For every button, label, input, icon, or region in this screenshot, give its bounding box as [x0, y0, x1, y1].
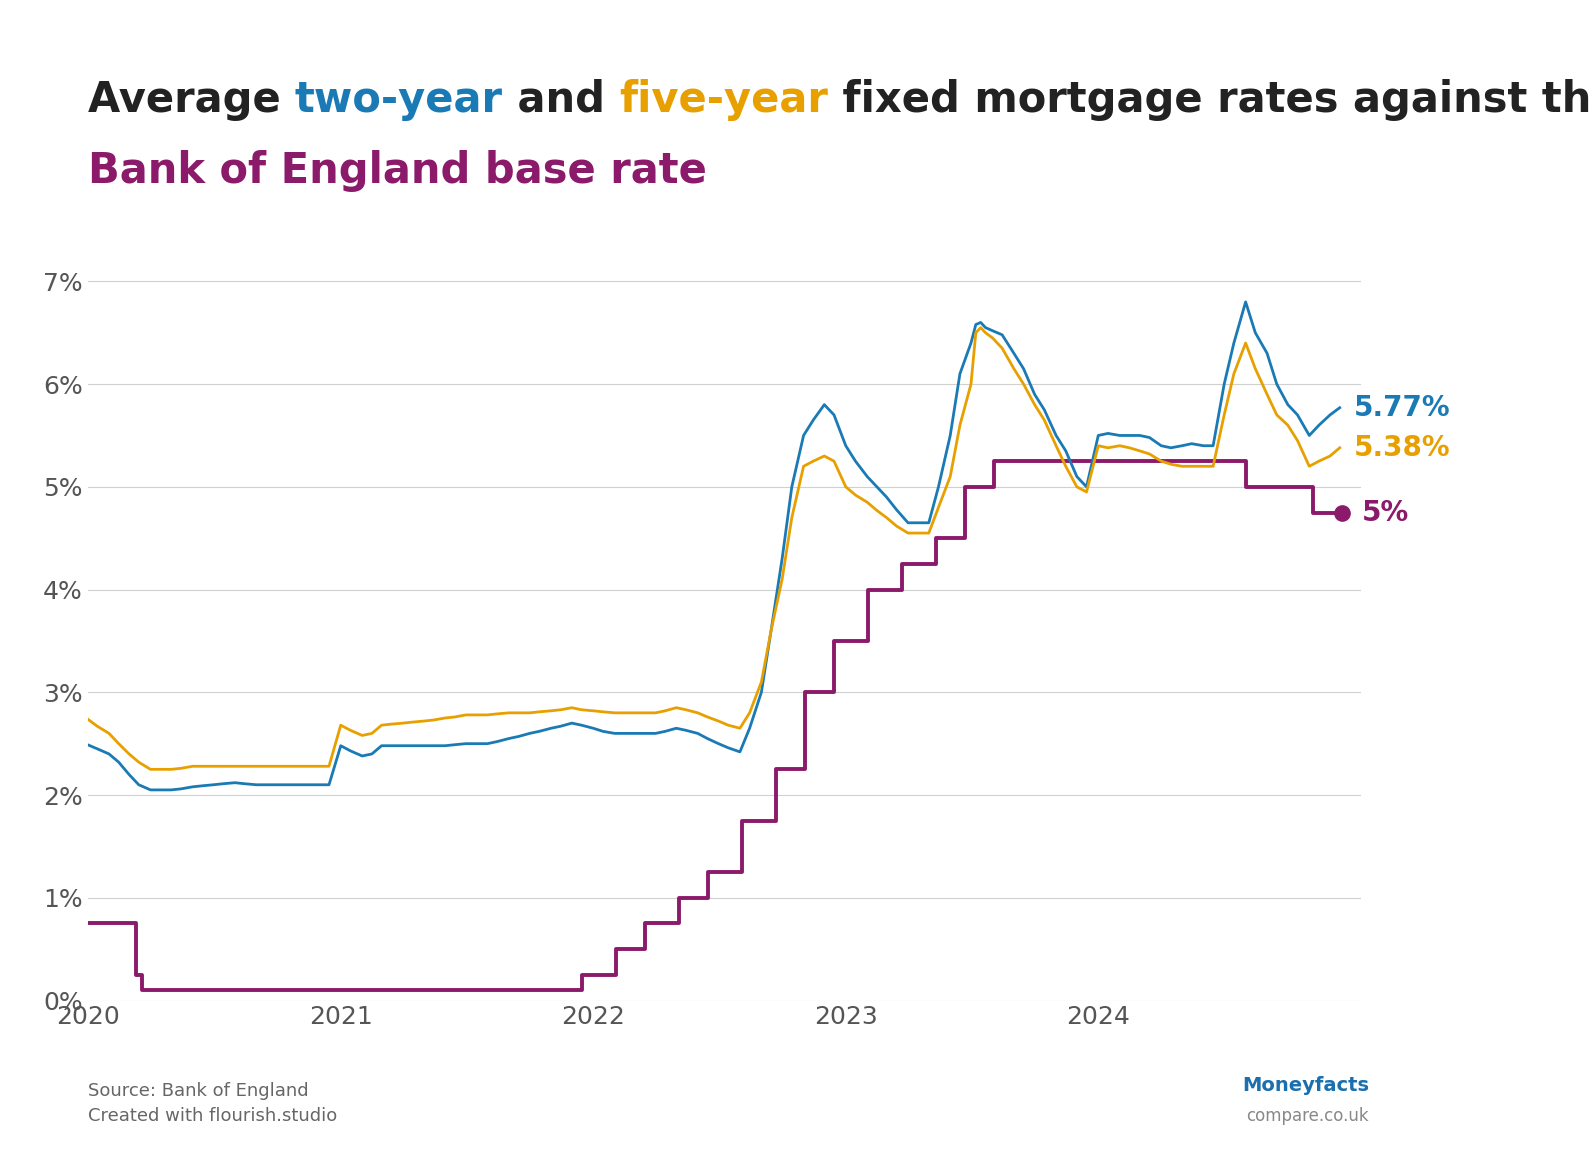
Text: Moneyfacts: Moneyfacts	[1242, 1075, 1369, 1095]
Text: compare.co.uk: compare.co.uk	[1247, 1106, 1369, 1125]
Text: fixed mortgage rates against the: fixed mortgage rates against the	[828, 78, 1592, 121]
Text: 5.77%: 5.77%	[1353, 393, 1450, 422]
Text: Average: Average	[88, 78, 295, 121]
Text: Source: Bank of England
Created with flourish.studio: Source: Bank of England Created with flo…	[88, 1082, 338, 1125]
Text: five-year: five-year	[619, 78, 828, 121]
Text: 5%: 5%	[1361, 498, 1409, 527]
Text: and: and	[503, 78, 619, 121]
Text: two-year: two-year	[295, 78, 503, 121]
Text: 5.38%: 5.38%	[1353, 434, 1450, 462]
Text: Bank of England base rate: Bank of England base rate	[88, 150, 707, 192]
